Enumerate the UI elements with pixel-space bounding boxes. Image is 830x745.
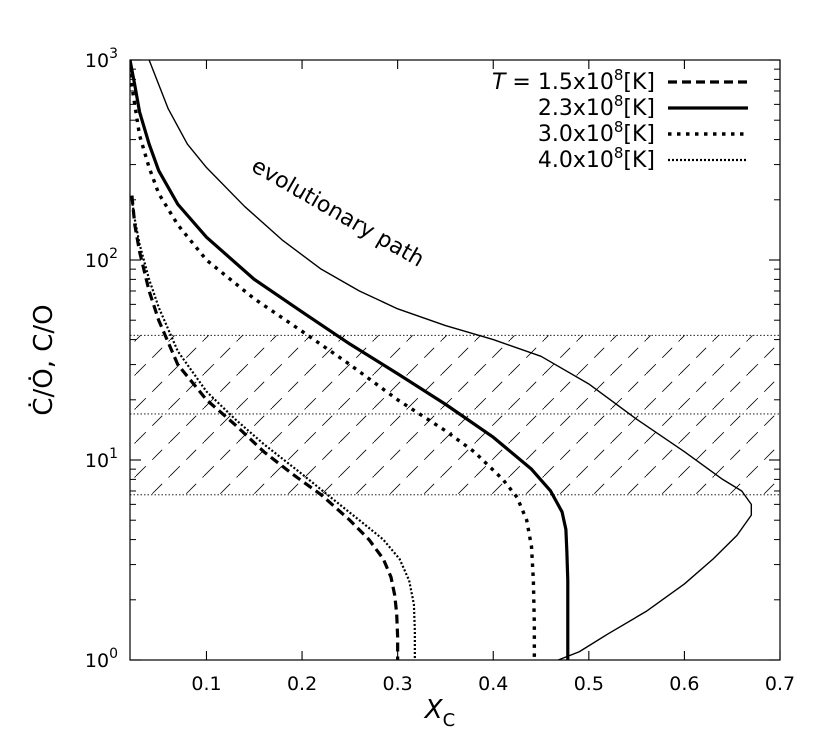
y-tick-label: 102 xyxy=(85,246,118,272)
hatched-band-layer xyxy=(130,334,780,496)
hatched-band xyxy=(130,335,780,495)
x-tick-label: 0.7 xyxy=(765,673,795,695)
legend-unit: [K] xyxy=(623,96,655,121)
series-4-0e8k-line xyxy=(130,199,416,660)
legend-unit: [K] xyxy=(623,148,655,173)
x-tick-label: 0.1 xyxy=(191,673,221,695)
plot-frame xyxy=(129,59,781,661)
y-tick-label: 100 xyxy=(85,646,118,672)
y-tick-label: 101 xyxy=(85,446,118,472)
x-axis-label: XC xyxy=(423,695,455,731)
y-tick-base: 10 xyxy=(85,450,109,472)
y-tick-base: 10 xyxy=(85,50,109,72)
y-tick-exponent: 0 xyxy=(109,646,118,662)
y-tick-label: 103 xyxy=(85,46,118,72)
x-tick-label: 0.4 xyxy=(478,673,508,695)
series-3-0e8k-line xyxy=(130,73,537,660)
legend-label: 3.0x108[K] xyxy=(538,118,655,147)
x-axis-label-main: X xyxy=(423,695,444,725)
series-2-3e8k-line xyxy=(130,60,570,660)
legend: T = 1.5x108[K]2.3x108[K]3.0x108[K]4.0x10… xyxy=(492,66,748,173)
series-layer xyxy=(130,60,753,660)
legend-unit: [K] xyxy=(623,70,655,95)
legend-exponent: 8 xyxy=(614,66,624,84)
x-tick-label: 0.5 xyxy=(574,673,604,695)
legend-unit: [K] xyxy=(623,122,655,147)
legend-exponent: 8 xyxy=(614,92,624,110)
evolutionary-path-line xyxy=(148,60,753,660)
series-1-5e8k-line xyxy=(130,195,400,660)
evolutionary-path-label: evolutionary path xyxy=(247,154,428,273)
legend-exponent: 8 xyxy=(614,144,624,162)
y-tick-base: 10 xyxy=(85,250,109,272)
y-tick-exponent: 2 xyxy=(109,246,118,262)
legend-value: 2.3x10 xyxy=(538,96,614,121)
legend-value: = 1.5x10 xyxy=(505,70,613,95)
legend-label: 4.0x108[K] xyxy=(538,144,655,173)
x-axis-label-subscript: C xyxy=(443,710,456,731)
annotation-layer: evolutionary path xyxy=(247,154,428,273)
x-tick-label: 0.6 xyxy=(669,673,699,695)
legend-value: 3.0x10 xyxy=(538,122,614,147)
x-tick-label: 0.2 xyxy=(287,673,317,695)
x-tick-label: 0.3 xyxy=(383,673,413,695)
legend-value: 4.0x10 xyxy=(538,148,614,173)
legend-label: 2.3x108[K] xyxy=(538,92,655,121)
y-tick-base: 10 xyxy=(85,650,109,672)
legend-prefix: T xyxy=(492,70,507,95)
axis-layer: 0.1 0.2 0.3 0.4 0.5 0.6 0.7100101102103XCĊ/Ȯ, … xyxy=(27,46,795,731)
y-tick-exponent: 3 xyxy=(109,46,118,62)
legend-label: T = 1.5x108[K] xyxy=(492,66,655,95)
y-tick-exponent: 1 xyxy=(109,446,118,462)
y-axis-label: Ċ/Ȯ, C/O xyxy=(27,304,59,415)
legend-exponent: 8 xyxy=(614,118,624,136)
